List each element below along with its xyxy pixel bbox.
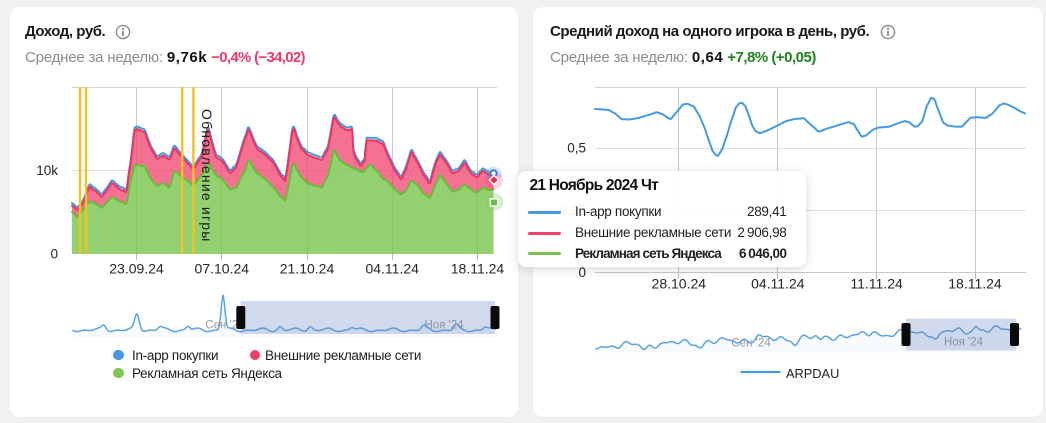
svg-text:0,5: 0,5 [567,141,586,156]
svg-text:04.11.24: 04.11.24 [751,276,805,292]
svg-text:11.11.24: 11.11.24 [850,276,903,292]
svg-text:28.10.24: 28.10.24 [652,276,707,292]
svg-text:04.11.24: 04.11.24 [365,260,419,276]
svg-text:18.11.24: 18.11.24 [451,260,505,276]
svg-text:Ноя '24: Ноя '24 [424,320,464,332]
svg-text:10k: 10k [36,163,58,178]
svg-text:07.10.24: 07.10.24 [195,260,250,276]
svg-text:Сен '24: Сен '24 [731,338,771,350]
svg-text:23.09.24: 23.09.24 [109,260,164,276]
svg-text:0: 0 [578,265,586,280]
svg-text:Обновление игры: Обновление игры [199,109,215,243]
svg-text:Сен '24: Сен '24 [205,320,245,332]
svg-text:21.10.24: 21.10.24 [280,260,335,276]
svg-text:0: 0 [50,247,58,262]
svg-text:Ноя '24: Ноя '24 [944,337,984,349]
svg-text:18.11.24: 18.11.24 [948,276,1002,292]
